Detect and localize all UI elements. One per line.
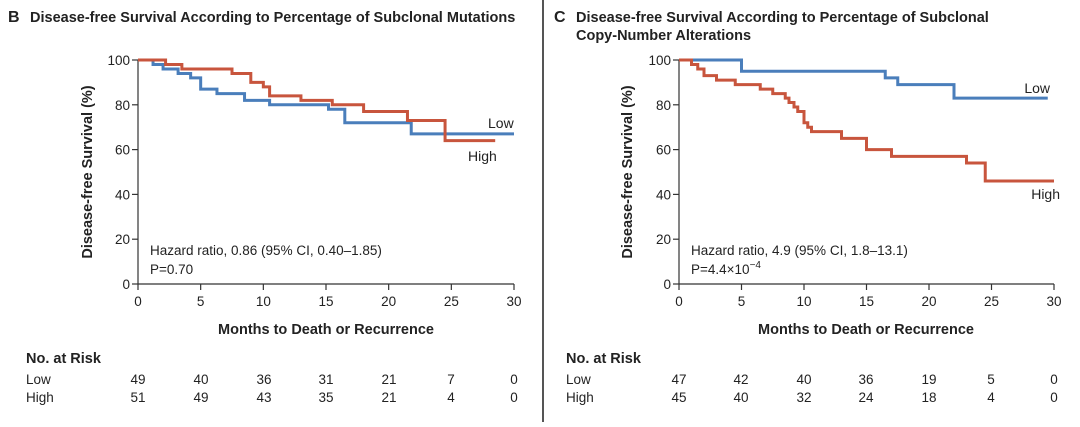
x-tick-label: 10 <box>256 294 271 309</box>
y-tick-label: 20 <box>115 232 130 247</box>
series-low-curve <box>679 58 1048 100</box>
risk-cell: 43 <box>256 390 271 405</box>
risk-row-label-low: Low <box>566 372 591 387</box>
risk-cell: 36 <box>858 372 873 387</box>
risk-cell: 35 <box>318 390 333 405</box>
series-label-high: High <box>468 148 497 164</box>
x-axis-label: Months to Death or Recurrence <box>758 322 974 338</box>
risk-cell: 40 <box>193 372 208 387</box>
x-tick-label: 25 <box>984 294 999 309</box>
risk-cell: 21 <box>381 372 396 387</box>
series-high-curve <box>138 58 496 143</box>
risk-cell: 40 <box>796 372 811 387</box>
hazard-ratio-annotation: Hazard ratio, 0.86 (95% CI, 0.40–1.85) <box>150 243 382 258</box>
risk-cell: 4 <box>987 390 995 405</box>
x-tick-label: 20 <box>921 294 936 309</box>
risk-cell: 21 <box>381 390 396 405</box>
y-tick-label: 100 <box>648 53 671 68</box>
panel-divider <box>542 0 544 422</box>
risk-cell: 45 <box>671 390 686 405</box>
x-tick-label: 5 <box>738 294 746 309</box>
risk-cell: 36 <box>256 372 271 387</box>
y-tick-label: 60 <box>115 143 130 158</box>
x-tick-label: 5 <box>197 294 205 309</box>
risk-table-header: No. at Risk <box>26 351 102 367</box>
series-high-curve <box>679 58 1054 183</box>
y-tick-label: 0 <box>663 277 671 292</box>
x-tick-label: 25 <box>444 294 459 309</box>
risk-cell: 4 <box>447 390 455 405</box>
risk-cell: 5 <box>987 372 995 387</box>
y-axis-label: Disease-free Survival (%) <box>80 85 96 258</box>
x-tick-label: 30 <box>1046 294 1061 309</box>
chart-title-line: Disease-free Survival According to Perce… <box>576 10 989 26</box>
hazard-ratio-annotation: Hazard ratio, 4.9 (95% CI, 1.8–13.1) <box>691 243 908 258</box>
risk-cell: 0 <box>1050 390 1058 405</box>
x-tick-label: 0 <box>134 294 142 309</box>
y-tick-label: 100 <box>107 53 130 68</box>
risk-cell: 7 <box>447 372 455 387</box>
panel-letter: C <box>554 9 566 26</box>
x-tick-label: 20 <box>381 294 396 309</box>
y-axis-label: Disease-free Survival (%) <box>620 85 636 258</box>
y-tick-label: 40 <box>656 187 671 202</box>
series-label-low: Low <box>488 115 515 131</box>
y-tick-label: 0 <box>122 277 130 292</box>
risk-cell: 18 <box>921 390 936 405</box>
risk-row-label-high: High <box>566 390 594 405</box>
risk-cell: 49 <box>193 390 208 405</box>
risk-row-label-high: High <box>26 390 54 405</box>
risk-cell: 24 <box>858 390 874 405</box>
risk-table-header: No. at Risk <box>566 351 642 367</box>
y-tick-label: 40 <box>115 187 130 202</box>
risk-cell: 0 <box>510 390 518 405</box>
y-tick-label: 60 <box>656 143 671 158</box>
risk-cell: 51 <box>130 390 145 405</box>
panel-letter: B <box>8 9 20 26</box>
panel-b: B Disease-free Survival According to Perc… <box>8 9 522 405</box>
series-label-high: High <box>1031 186 1060 202</box>
chart-title-line: Copy-Number Alterations <box>576 28 751 44</box>
x-axis-label: Months to Death or Recurrence <box>218 322 434 338</box>
risk-cell: 40 <box>733 390 748 405</box>
x-tick-label: 10 <box>796 294 811 309</box>
risk-cell: 49 <box>130 372 145 387</box>
y-tick-label: 20 <box>656 232 671 247</box>
p-value-annotation: P=4.4×10−4 <box>691 260 761 277</box>
panel-c: C Disease-free Survival According to Perc… <box>554 9 1062 405</box>
x-tick-label: 15 <box>318 294 333 309</box>
y-tick-label: 80 <box>656 98 671 113</box>
risk-cell: 0 <box>510 372 518 387</box>
risk-cell: 42 <box>733 372 748 387</box>
risk-cell: 31 <box>318 372 333 387</box>
risk-cell: 0 <box>1050 372 1058 387</box>
risk-row-label-low: Low <box>26 372 51 387</box>
risk-cell: 19 <box>921 372 936 387</box>
p-value-annotation: P=0.70 <box>150 262 193 277</box>
y-tick-label: 80 <box>115 98 130 113</box>
risk-cell: 32 <box>796 390 811 405</box>
series-low-curve <box>138 58 514 136</box>
series-label-low: Low <box>1024 80 1051 96</box>
x-tick-label: 15 <box>859 294 874 309</box>
chart-title-line: Disease-free Survival According to Perce… <box>30 10 515 26</box>
risk-cell: 47 <box>671 372 686 387</box>
p-value-exponent: −4 <box>750 260 762 271</box>
x-tick-label: 0 <box>675 294 683 309</box>
x-tick-label: 30 <box>506 294 521 309</box>
